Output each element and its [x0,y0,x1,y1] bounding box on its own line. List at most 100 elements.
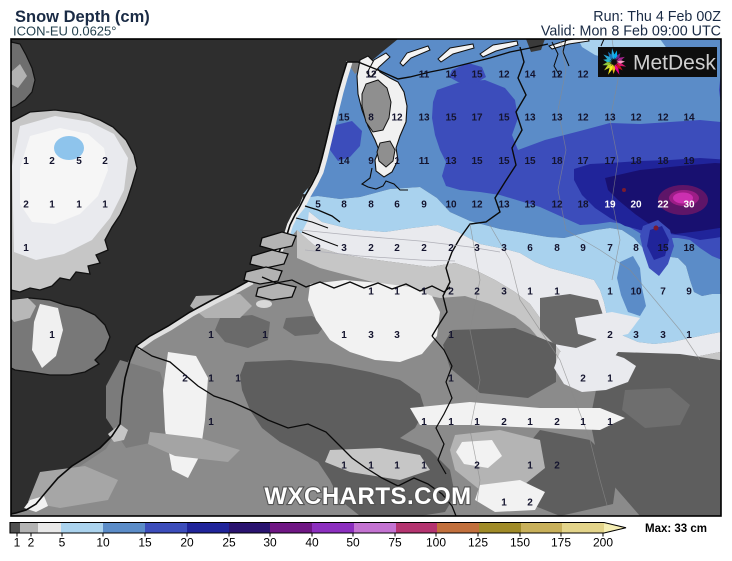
svg-text:18: 18 [630,156,642,167]
svg-text:15: 15 [138,536,152,550]
svg-text:30: 30 [263,536,277,550]
svg-text:5: 5 [76,156,82,167]
svg-text:18: 18 [577,200,589,211]
svg-text:18: 18 [683,243,695,254]
svg-text:2: 2 [28,536,35,550]
svg-text:2: 2 [554,417,560,428]
svg-text:14: 14 [445,70,457,81]
svg-text:8: 8 [554,243,560,254]
svg-text:1: 1 [527,287,533,298]
svg-text:12: 12 [657,113,669,124]
svg-text:3: 3 [368,330,374,341]
svg-text:1: 1 [23,156,29,167]
svg-text:9: 9 [580,243,586,254]
svg-text:1: 1 [527,417,533,428]
svg-text:14: 14 [524,70,536,81]
svg-text:22: 22 [657,200,669,211]
svg-text:1: 1 [607,287,613,298]
svg-text:3: 3 [341,243,347,254]
svg-text:1: 1 [102,200,108,211]
svg-text:1: 1 [394,156,400,167]
svg-text:1: 1 [262,330,268,341]
svg-text:12: 12 [630,113,642,124]
svg-text:9: 9 [368,156,374,167]
svg-text:6: 6 [527,243,533,254]
svg-text:8: 8 [368,200,374,211]
svg-text:1: 1 [394,287,400,298]
svg-text:1: 1 [474,417,480,428]
svg-text:3: 3 [633,330,639,341]
svg-text:5: 5 [315,200,321,211]
svg-text:15: 15 [498,113,510,124]
svg-text:1: 1 [580,417,586,428]
svg-text:200: 200 [593,536,613,550]
svg-text:12: 12 [498,70,510,81]
svg-text:1: 1 [421,417,427,428]
svg-text:1: 1 [76,200,82,211]
svg-text:2: 2 [474,287,480,298]
svg-text:18: 18 [551,156,563,167]
svg-text:19: 19 [683,156,695,167]
svg-text:13: 13 [445,156,457,167]
svg-text:3: 3 [501,243,507,254]
svg-text:1: 1 [14,536,21,550]
svg-text:12: 12 [365,70,377,81]
svg-text:2: 2 [421,243,427,254]
svg-text:1: 1 [49,200,55,211]
svg-text:1: 1 [607,417,613,428]
svg-text:15: 15 [498,156,510,167]
svg-text:12: 12 [471,200,483,211]
svg-text:9: 9 [686,287,692,298]
svg-text:25: 25 [222,536,236,550]
svg-text:1: 1 [208,330,214,341]
svg-text:1: 1 [421,287,427,298]
svg-text:2: 2 [49,156,55,167]
svg-text:1: 1 [341,330,347,341]
svg-text:8: 8 [341,200,347,211]
svg-text:1: 1 [235,374,241,385]
svg-text:3: 3 [501,287,507,298]
svg-text:2: 2 [394,243,400,254]
svg-text:13: 13 [498,200,510,211]
svg-text:1: 1 [501,498,507,509]
svg-text:11: 11 [419,70,430,81]
svg-text:1: 1 [448,330,454,341]
svg-text:1: 1 [686,330,692,341]
svg-text:Snow Depth (cm): Snow Depth (cm) [15,8,150,26]
svg-text:14: 14 [338,156,350,167]
svg-text:2: 2 [23,200,29,211]
svg-text:13: 13 [524,200,536,211]
svg-text:10: 10 [630,287,642,298]
svg-text:12: 12 [551,200,563,211]
svg-text:Max: 33 cm: Max: 33 cm [645,523,707,535]
svg-text:3: 3 [660,330,666,341]
svg-text:2: 2 [182,374,188,385]
svg-text:5: 5 [59,536,66,550]
svg-text:1: 1 [394,461,400,472]
svg-text:75: 75 [388,536,402,550]
svg-text:2: 2 [580,374,586,385]
svg-text:Valid: Mon 8 Feb 09:00 UTC: Valid: Mon 8 Feb 09:00 UTC [541,24,721,40]
svg-text:15: 15 [445,113,457,124]
svg-text:13: 13 [524,113,536,124]
svg-text:13: 13 [604,113,616,124]
svg-text:20: 20 [180,536,194,550]
svg-text:8: 8 [633,243,639,254]
svg-text:100: 100 [426,536,446,550]
svg-text:15: 15 [338,113,350,124]
svg-text:15: 15 [471,156,483,167]
svg-text:1: 1 [368,461,374,472]
svg-text:ICON-EU 0.0625°: ICON-EU 0.0625° [13,24,116,39]
svg-text:1: 1 [448,417,454,428]
svg-text:8: 8 [368,113,374,124]
svg-text:12: 12 [577,70,589,81]
svg-text:13: 13 [551,113,563,124]
svg-text:2: 2 [102,156,108,167]
svg-text:MetDesk: MetDesk [633,52,716,75]
svg-text:2: 2 [501,417,507,428]
svg-text:1: 1 [448,374,454,385]
svg-text:10: 10 [445,200,457,211]
svg-text:12: 12 [551,70,563,81]
svg-text:1: 1 [208,417,214,428]
svg-text:2: 2 [607,330,613,341]
